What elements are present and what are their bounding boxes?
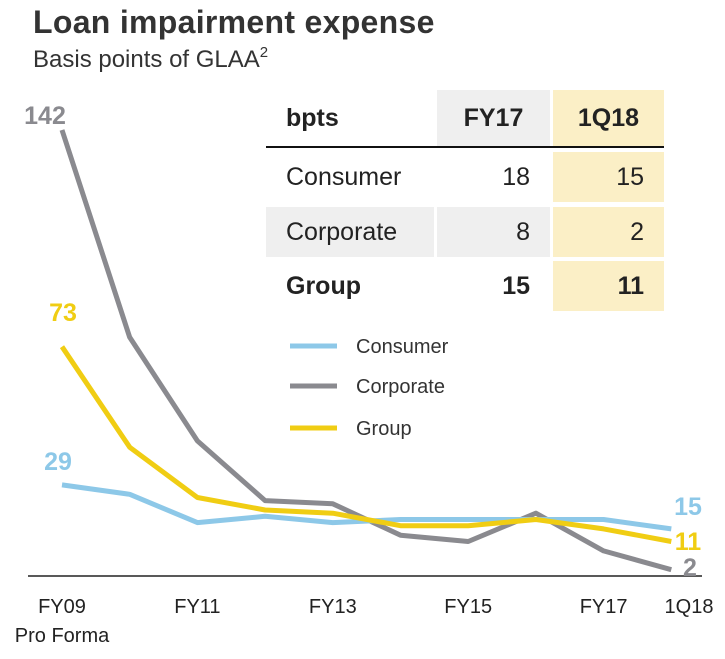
table-row-consumer-1q18: 15 xyxy=(553,152,664,202)
end-label-group: 11 xyxy=(675,528,702,556)
table-header-bpts: bpts xyxy=(286,103,339,132)
table-row-corporate-fy17: 8 xyxy=(437,207,550,257)
x-tick-label-fy09: FY09 xyxy=(38,596,86,618)
table-row-group-label: Group xyxy=(286,271,361,300)
chart-title: Loan impairment expense xyxy=(33,4,435,40)
table-row-group-1q18: 11 xyxy=(553,261,664,311)
start-label-consumer: 29 xyxy=(44,448,72,476)
x-tick-label-fy11: FY11 xyxy=(174,596,220,618)
x-tick-label-fy15: FY15 xyxy=(444,596,492,618)
start-label-corporate: 142 xyxy=(24,102,66,130)
legend-label-group: Group xyxy=(356,418,412,440)
x-tick-label-fy13: FY13 xyxy=(309,596,357,618)
legend-label-consumer: Consumer xyxy=(356,336,449,358)
x-tick-sublabel: Pro Forma xyxy=(15,625,110,647)
table-header-1q18: 1Q18 xyxy=(553,90,664,146)
start-label-group: 73 xyxy=(49,299,77,327)
table-row-consumer-fy17: 18 xyxy=(502,162,530,191)
series-line-consumer xyxy=(61,482,672,532)
table-header-rule xyxy=(266,146,664,148)
legend-label-corporate: Corporate xyxy=(356,376,445,398)
table-row-corporate-1q18: 2 xyxy=(553,207,664,257)
x-tick-label-1q18: 1Q18 xyxy=(665,596,714,618)
chart-subtitle: Basis points of GLAA2 xyxy=(33,44,269,74)
table-row-group-fy17: 15 xyxy=(502,271,530,300)
subtitle-footnote: 2 xyxy=(259,44,269,61)
subtitle-text: Basis points of GLAA xyxy=(33,46,260,73)
table-row-corporate-label: Corporate xyxy=(266,207,434,257)
series-line-group xyxy=(59,345,672,544)
table-row-consumer-label: Consumer xyxy=(286,162,402,191)
end-label-corporate: 2 xyxy=(683,554,697,582)
end-label-consumer: 15 xyxy=(674,493,702,521)
x-tick-label-fy17: FY17 xyxy=(580,596,628,618)
table-header-fy17: FY17 xyxy=(437,90,550,146)
